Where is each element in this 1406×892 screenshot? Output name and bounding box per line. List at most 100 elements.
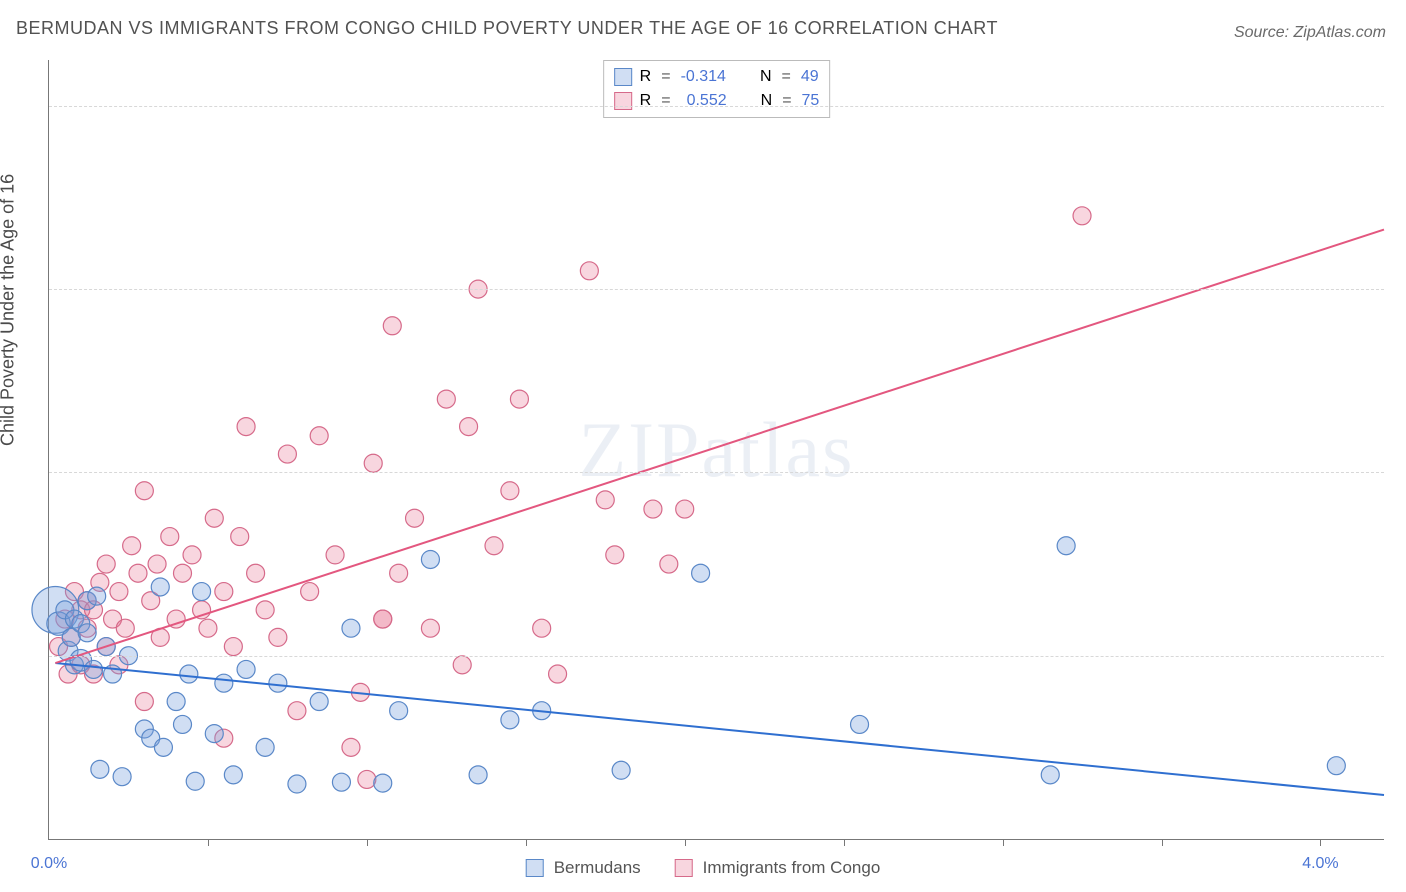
n-value-bermudans: 49: [801, 65, 819, 89]
data-point: [533, 619, 551, 637]
scatter-plot: [49, 60, 1384, 839]
data-point: [1041, 766, 1059, 784]
r-label: R: [640, 65, 652, 89]
data-point: [174, 715, 192, 733]
data-point: [256, 738, 274, 756]
data-point: [278, 445, 296, 463]
data-point: [1327, 757, 1345, 775]
data-point: [148, 555, 166, 573]
data-point: [374, 774, 392, 792]
x-tick: [1162, 839, 1163, 846]
data-point: [135, 693, 153, 711]
data-point: [91, 760, 109, 778]
r-label: R: [640, 89, 652, 113]
data-point: [364, 454, 382, 472]
data-point: [342, 619, 360, 637]
data-point: [205, 509, 223, 527]
data-point: [390, 702, 408, 720]
data-point: [501, 711, 519, 729]
data-point: [342, 738, 360, 756]
legend-label-bermudans: Bermudans: [554, 858, 641, 878]
n-value-congo: 75: [802, 89, 820, 113]
data-point: [288, 702, 306, 720]
data-point: [390, 564, 408, 582]
data-point: [453, 656, 471, 674]
data-point: [501, 482, 519, 500]
data-point: [116, 619, 134, 637]
data-point: [510, 390, 528, 408]
data-point: [180, 665, 198, 683]
x-tick: [526, 839, 527, 846]
data-point: [851, 715, 869, 733]
x-tick-label: 0.0%: [31, 855, 67, 873]
data-point: [485, 537, 503, 555]
data-point: [135, 482, 153, 500]
data-point: [186, 772, 204, 790]
trend-line: [55, 663, 1384, 795]
correlation-row-bermudans: R= -0.314 N= 49: [614, 65, 820, 89]
data-point: [596, 491, 614, 509]
data-point: [421, 550, 439, 568]
data-point: [332, 773, 350, 791]
data-point: [288, 775, 306, 793]
n-label: N: [760, 65, 772, 89]
data-point: [269, 628, 287, 646]
data-point: [374, 610, 392, 628]
data-point: [326, 546, 344, 564]
correlation-legend: R= -0.314 N= 49 R= 0.552 N= 75: [603, 60, 831, 118]
data-point: [129, 564, 147, 582]
data-point: [1057, 537, 1075, 555]
x-tick: [367, 839, 368, 846]
n-label: N: [761, 89, 773, 113]
data-point: [154, 738, 172, 756]
gridline: [49, 289, 1384, 290]
data-point: [224, 766, 242, 784]
data-point: [406, 509, 424, 527]
chart-title: BERMUDAN VS IMMIGRANTS FROM CONGO CHILD …: [16, 18, 998, 39]
source-attribution: Source: ZipAtlas.com: [1234, 24, 1386, 42]
data-point: [676, 500, 694, 518]
data-point: [1073, 207, 1091, 225]
data-point: [310, 693, 328, 711]
data-point: [97, 555, 115, 573]
data-point: [469, 766, 487, 784]
data-point: [269, 674, 287, 692]
plot-area: ZIPatlas R= -0.314 N= 49 R= 0.552 N= 75 …: [48, 60, 1384, 840]
series-legend: Bermudans Immigrants from Congo: [526, 858, 881, 878]
data-point: [460, 418, 478, 436]
x-tick-label: 4.0%: [1302, 855, 1338, 873]
y-axis-label: Child Poverty Under the Age of 16: [0, 174, 19, 446]
swatch-bermudans: [614, 68, 632, 86]
data-point: [383, 317, 401, 335]
data-point: [88, 587, 106, 605]
data-point: [644, 500, 662, 518]
data-point: [85, 660, 103, 678]
data-point: [215, 674, 233, 692]
data-point: [612, 761, 630, 779]
r-value-bermudans: -0.314: [681, 65, 726, 89]
legend-item-bermudans: Bermudans: [526, 858, 641, 878]
x-tick: [844, 839, 845, 846]
data-point: [606, 546, 624, 564]
data-point: [247, 564, 265, 582]
data-point: [183, 546, 201, 564]
data-point: [421, 619, 439, 637]
swatch-bermudans: [526, 859, 544, 877]
data-point: [199, 619, 217, 637]
data-point: [310, 427, 328, 445]
x-tick: [685, 839, 686, 846]
data-point: [215, 583, 233, 601]
data-point: [123, 537, 141, 555]
data-point: [78, 624, 96, 642]
legend-label-congo: Immigrants from Congo: [703, 858, 881, 878]
data-point: [231, 528, 249, 546]
chart-wrapper: BERMUDAN VS IMMIGRANTS FROM CONGO CHILD …: [0, 0, 1406, 892]
data-point: [256, 601, 274, 619]
data-point: [205, 725, 223, 743]
data-point: [580, 262, 598, 280]
swatch-congo: [675, 859, 693, 877]
swatch-congo: [614, 92, 632, 110]
data-point: [167, 693, 185, 711]
data-point: [692, 564, 710, 582]
legend-item-congo: Immigrants from Congo: [675, 858, 881, 878]
